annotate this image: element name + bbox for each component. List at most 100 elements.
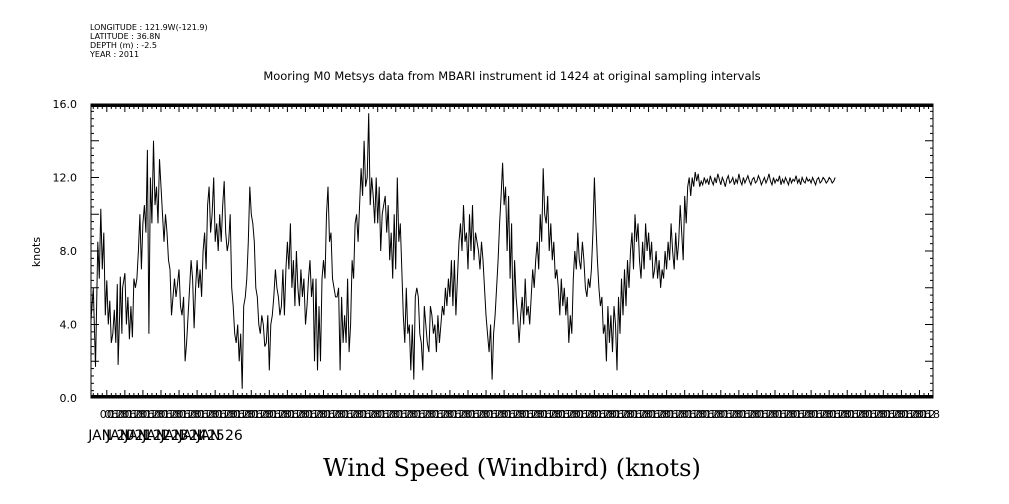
hour-tick-label: 00	[912, 408, 926, 421]
hour-tick-label: 12	[289, 408, 303, 421]
hour-tick-label: 00	[660, 408, 674, 421]
hour-tick-label: 12	[109, 408, 123, 421]
hour-tick-label: 00	[262, 408, 276, 421]
hour-tick-label: 06	[411, 408, 425, 421]
hour-tick-label: 00	[840, 408, 854, 421]
hour-tick-label: 06	[357, 408, 371, 421]
axis-ticks	[90, 103, 934, 399]
hour-tick-label: 00	[136, 408, 150, 421]
hour-tick-label: 18	[222, 408, 236, 421]
hour-tick-label: 00	[533, 408, 547, 421]
metadata-latitude: LATITUDE : 36.8N	[90, 32, 160, 41]
hour-tick-label: 12	[524, 408, 538, 421]
station-metadata: LONGITUDE : 121.9W(-121.9) LATITUDE : 36…	[89, 23, 208, 59]
hour-tick-label: 18	[402, 408, 416, 421]
hour-tick-label: 12	[217, 408, 231, 421]
metadata-year: YEAR : 2011	[89, 50, 139, 59]
day-label: JAN 21	[105, 428, 152, 444]
hour-tick-label: 06	[195, 408, 209, 421]
hour-tick-label: 00	[371, 408, 385, 421]
hour-tick-label: 12	[813, 408, 827, 421]
hour-tick-label: 06	[285, 408, 299, 421]
chart-title: Mooring M0 Metsys data from MBARI instru…	[263, 69, 760, 83]
hour-tick-label: 18	[673, 408, 687, 421]
axis-tick-labels: 0.04.08.012.016.000061218000612180006121…	[53, 98, 941, 444]
hour-tick-label: 06	[303, 408, 317, 421]
hour-tick-label: 06	[754, 408, 768, 421]
hour-tick-label: 18	[854, 408, 868, 421]
hour-tick-label: 06	[538, 408, 552, 421]
hour-tick-label: 18	[727, 408, 741, 421]
hour-tick-label: 06	[520, 408, 534, 421]
hour-tick-label: 06	[664, 408, 678, 421]
hour-tick-label: 12	[470, 408, 484, 421]
hour-tick-label: 06	[429, 408, 443, 421]
hour-tick-label: 18	[908, 408, 922, 421]
hour-tick-label: 06	[339, 408, 353, 421]
hour-tick-label: 18	[258, 408, 272, 421]
hour-tick-label: 00	[298, 408, 312, 421]
hour-tick-label: 18	[330, 408, 344, 421]
hour-tick-label: 18	[420, 408, 434, 421]
hour-tick-label: 18	[709, 408, 723, 421]
hour-tick-label: 06	[917, 408, 931, 421]
hour-tick-label: 18	[294, 408, 308, 421]
hour-tick-label: 00	[208, 408, 222, 421]
hour-tick-label: 12	[831, 408, 845, 421]
hour-tick-label: 00	[678, 408, 692, 421]
day-label: JAN 26	[196, 428, 243, 444]
hour-tick-label: 12	[921, 408, 935, 421]
hour-tick-label: 18	[240, 408, 254, 421]
hour-tick-label: 12	[434, 408, 448, 421]
hour-tick-label: 00	[642, 408, 656, 421]
hour-tick-label: 18	[782, 408, 796, 421]
hour-tick-label: 06	[213, 408, 227, 421]
hour-tick-label: 18	[583, 408, 597, 421]
hour-tick-label: 06	[447, 408, 461, 421]
hour-tick-label: 00	[569, 408, 583, 421]
hour-tick-label: 18	[529, 408, 543, 421]
hour-tick-label: 18	[890, 408, 904, 421]
hour-tick-label: 06	[899, 408, 913, 421]
hour-tick-label: 00	[461, 408, 475, 421]
hour-tick-label: 06	[375, 408, 389, 421]
hour-tick-label: 00	[335, 408, 349, 421]
hour-tick-label: 12	[705, 408, 719, 421]
metadata-longitude: LONGITUDE : 121.9W(-121.9)	[90, 23, 208, 32]
hour-tick-label: 00	[786, 408, 800, 421]
hour-tick-label: 00	[353, 408, 367, 421]
hour-tick-label: 00	[443, 408, 457, 421]
hour-tick-label: 12	[362, 408, 376, 421]
hour-tick-label: 00	[605, 408, 619, 421]
day-label: JAN 23	[141, 428, 188, 444]
hour-tick-label: 18	[438, 408, 452, 421]
hour-tick-label: 12	[867, 408, 881, 421]
hour-tick-label: 06	[249, 408, 263, 421]
hour-tick-label: 18	[763, 408, 777, 421]
hour-tick-label: 00	[172, 408, 186, 421]
hour-tick-label: 06	[484, 408, 498, 421]
hour-tick-label: 06	[556, 408, 570, 421]
hour-tick-label: 00	[768, 408, 782, 421]
hour-tick-label: 18	[493, 408, 507, 421]
hour-tick-label: 06	[592, 408, 606, 421]
hour-tick-label: 18	[926, 408, 940, 421]
hour-tick-label: 18	[836, 408, 850, 421]
hour-tick-label: 18	[745, 408, 759, 421]
hour-tick-label: 06	[610, 408, 624, 421]
hour-tick-label: 00	[244, 408, 258, 421]
hour-tick-label: 00	[696, 408, 710, 421]
day-label: JAN 25	[178, 428, 225, 444]
hour-tick-label: 12	[669, 408, 683, 421]
metadata-depth: DEPTH (m) : -2.5	[90, 41, 157, 50]
hour-tick-label: 06	[393, 408, 407, 421]
hour-tick-label: 12	[488, 408, 502, 421]
hour-tick-label: 00	[714, 408, 728, 421]
hour-tick-label: 00	[118, 408, 132, 421]
hour-tick-label: 00	[280, 408, 294, 421]
hour-tick-label: 12	[452, 408, 466, 421]
y-tick-label: 0.0	[60, 392, 78, 405]
hour-tick-label: 00	[732, 408, 746, 421]
hour-tick-label: 06	[700, 408, 714, 421]
hour-tick-label: 06	[177, 408, 191, 421]
